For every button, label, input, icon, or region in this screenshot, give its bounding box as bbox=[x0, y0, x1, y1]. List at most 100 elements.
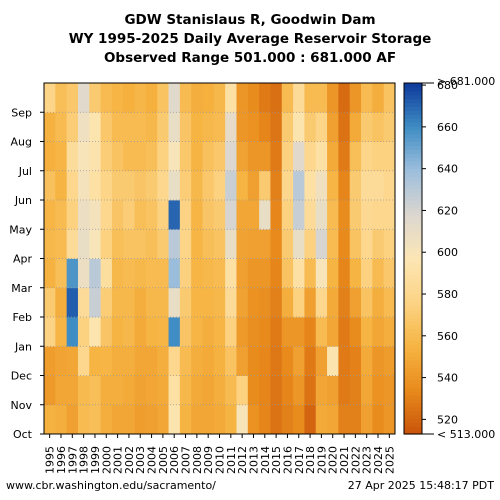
heatmap-cell bbox=[361, 112, 373, 142]
heatmap-cell bbox=[304, 170, 317, 201]
heatmap-cell bbox=[55, 404, 68, 435]
colorbar-segment bbox=[404, 340, 422, 345]
heatmap-cell bbox=[123, 346, 135, 376]
heatmap-cell bbox=[77, 170, 90, 201]
heatmap-cell bbox=[383, 141, 396, 172]
heatmap-cell bbox=[270, 346, 283, 376]
x-tick-label: 2020 bbox=[327, 446, 340, 474]
heatmap-cell bbox=[383, 83, 396, 113]
heatmap-cell bbox=[293, 375, 305, 406]
heatmap-cell bbox=[327, 200, 339, 230]
heatmap-cell bbox=[247, 141, 260, 172]
heatmap-cell bbox=[77, 200, 90, 230]
heatmap-cell bbox=[77, 258, 90, 289]
heatmap-cell bbox=[123, 287, 135, 318]
heatmap-cell bbox=[111, 346, 124, 376]
heatmap-cell bbox=[315, 170, 328, 201]
colorbar-segment bbox=[404, 239, 422, 244]
heatmap-cell bbox=[281, 83, 294, 113]
heatmap-cell bbox=[179, 141, 192, 172]
x-tick-label: 2012 bbox=[236, 446, 249, 474]
heatmap-cell bbox=[66, 404, 79, 435]
y-tick-label: Feb bbox=[13, 311, 32, 324]
heatmap-cell bbox=[236, 83, 249, 113]
heatmap-cell bbox=[55, 375, 68, 406]
heatmap-cell bbox=[361, 258, 373, 289]
colorbar-segment bbox=[404, 219, 422, 224]
colorbar-segment bbox=[404, 313, 422, 318]
heatmap-cell bbox=[349, 170, 362, 201]
heatmap-cell bbox=[259, 112, 271, 142]
colorbar-segment bbox=[404, 98, 422, 104]
x-tick-label: 1996 bbox=[55, 446, 68, 474]
colorbar-segment bbox=[404, 344, 422, 349]
heatmap-cell bbox=[259, 317, 271, 347]
heatmap-cell bbox=[349, 258, 362, 289]
heatmap-cell bbox=[100, 170, 113, 201]
heatmap-cell bbox=[236, 141, 249, 172]
colorbar-segment bbox=[404, 371, 422, 377]
colorbar-segment bbox=[404, 305, 422, 310]
colorbar-segment bbox=[404, 309, 422, 314]
heatmap-cell bbox=[281, 375, 294, 406]
heatmap-cell bbox=[349, 141, 362, 172]
colorbar-segment bbox=[404, 293, 422, 299]
heatmap-cell bbox=[66, 141, 79, 172]
colorbar-segment bbox=[404, 137, 422, 143]
heatmap-cell bbox=[191, 112, 203, 142]
chart-title-line-3: Observed Range 501.000 : 681.000 AF bbox=[103, 50, 397, 66]
colorbar-segment bbox=[404, 426, 422, 431]
heatmap-cell bbox=[179, 404, 192, 435]
heatmap-cell bbox=[134, 317, 147, 347]
colorbar-segment bbox=[404, 86, 422, 92]
colorbar-segment bbox=[404, 114, 422, 119]
heatmap-cell bbox=[372, 170, 385, 201]
colorbar-segment bbox=[404, 398, 422, 404]
heatmap-cell bbox=[145, 317, 158, 347]
heatmap-cell bbox=[383, 258, 396, 289]
heatmap-cell bbox=[338, 229, 351, 259]
colorbar-segment bbox=[404, 188, 422, 193]
heatmap-cell bbox=[66, 346, 79, 376]
heatmap-cell bbox=[372, 346, 385, 376]
heatmap-cell bbox=[327, 258, 339, 289]
heatmap-cell bbox=[270, 404, 283, 435]
heatmap-cell bbox=[281, 346, 294, 376]
heatmap-cell bbox=[179, 170, 192, 201]
heatmap-cell bbox=[281, 317, 294, 347]
heatmap-cell bbox=[66, 229, 79, 259]
heatmap-cell bbox=[315, 375, 328, 406]
source-url[interactable]: www.cbr.washington.edu/sacramento/ bbox=[6, 479, 216, 492]
heatmap-cell bbox=[361, 141, 373, 172]
heatmap-cell bbox=[338, 346, 351, 376]
heatmap-cell bbox=[293, 83, 305, 113]
heatmap-cell bbox=[213, 317, 226, 347]
heatmap-cell bbox=[281, 200, 294, 230]
heatmap-cell bbox=[179, 287, 192, 318]
colorbar-tick-label: 560 bbox=[437, 330, 458, 343]
colorbar-segment bbox=[404, 359, 422, 365]
heatmap-cell bbox=[315, 83, 328, 113]
colorbar-segment bbox=[404, 348, 422, 353]
colorbar-segment bbox=[404, 383, 422, 388]
heatmap-cell bbox=[304, 287, 317, 318]
heatmap-cell bbox=[123, 141, 135, 172]
heatmap-cell bbox=[134, 112, 147, 142]
heatmap-cell bbox=[157, 346, 169, 376]
y-tick-label: Nov bbox=[11, 399, 33, 412]
heatmap-cell bbox=[202, 317, 215, 347]
heatmap-cell bbox=[349, 229, 362, 259]
heatmap-cell bbox=[247, 287, 260, 318]
heatmap-cell bbox=[225, 317, 237, 347]
colorbar-segment bbox=[404, 102, 422, 107]
heatmap-cell bbox=[44, 229, 56, 259]
heatmap-cell bbox=[315, 258, 328, 289]
heatmap-cell bbox=[168, 200, 181, 230]
x-tick-label: 2007 bbox=[180, 446, 193, 474]
heatmap-cell bbox=[134, 83, 147, 113]
heatmap-cell bbox=[281, 258, 294, 289]
heatmap-cell bbox=[349, 317, 362, 347]
heatmap-cell bbox=[247, 200, 260, 230]
y-tick-label: Jan bbox=[14, 340, 32, 353]
y-tick-label: Jul bbox=[18, 165, 32, 178]
